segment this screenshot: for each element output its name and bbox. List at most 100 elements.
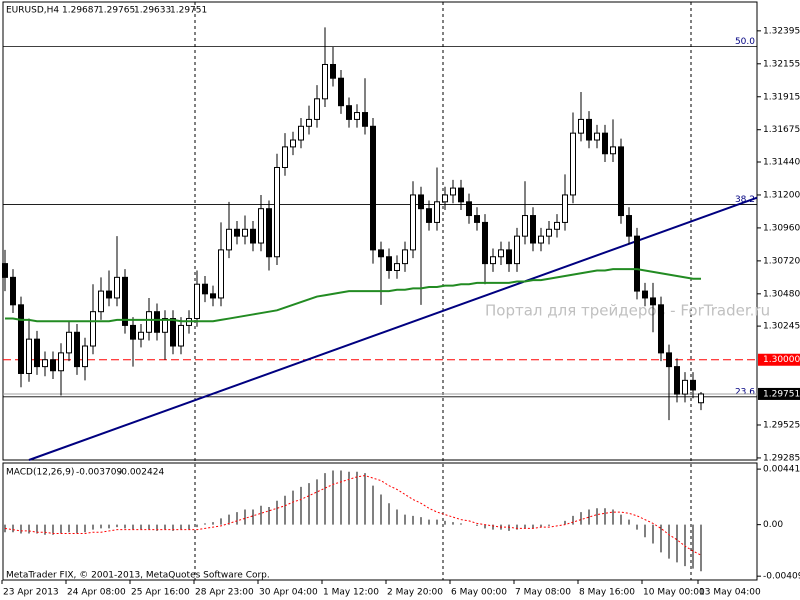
x-tick-label: 30 Apr 04:00 — [259, 588, 318, 598]
y-tick-label: 1.31200 — [763, 190, 800, 200]
candle-body — [26, 338, 32, 374]
candle-body — [642, 290, 648, 299]
y-tick-label: 1.31915 — [763, 92, 800, 102]
candle-body — [434, 201, 440, 223]
candle-body — [410, 194, 416, 251]
candle-body — [34, 338, 40, 368]
candle-body — [666, 352, 672, 368]
candle-body — [442, 194, 448, 203]
candle-body — [402, 249, 408, 265]
x-tick-label: 1 May 12:00 — [323, 588, 379, 598]
candle-body — [674, 366, 680, 395]
candle-body — [546, 228, 552, 237]
watermark: Портал для трейдеров - ForTrader.ru — [485, 302, 770, 320]
candle-body — [138, 331, 144, 340]
candle-body — [82, 345, 88, 368]
fibo-label: 23.6 — [735, 387, 755, 397]
candle-body — [690, 379, 696, 391]
candle-body — [170, 318, 176, 347]
candle-body — [266, 208, 272, 258]
candle-body — [202, 283, 208, 295]
x-tick-label: 13 May 04:00 — [699, 588, 761, 598]
footer: MetaTrader FIX, © 2001-2013, MetaQuotes … — [6, 571, 270, 581]
high: 1.29765 — [98, 6, 135, 16]
candle-body — [386, 256, 392, 271]
low: 1.29633 — [134, 6, 171, 16]
price-level-label: 1.30000 — [763, 355, 800, 365]
fibo-label: 50.0 — [735, 37, 755, 47]
candle-body — [378, 249, 384, 258]
candle-body — [50, 359, 56, 372]
symbol: EURUSD,H4 — [6, 6, 59, 16]
x-tick-label: 28 Apr 23:00 — [195, 588, 254, 598]
current-price-label: 1.29751 — [763, 389, 800, 399]
candle-body — [58, 352, 64, 372]
y-tick-label: 1.30960 — [763, 223, 800, 233]
price-level-box — [758, 353, 800, 366]
current-price-box — [758, 387, 800, 400]
candle-body — [194, 283, 200, 320]
candle-body — [394, 263, 400, 271]
macd-name: MACD(12,26,9) — [6, 468, 74, 478]
x-tick-label: 23 Apr 2013 — [3, 588, 59, 598]
macd-y-tick-label: 0.00 — [763, 520, 783, 530]
candle-body — [602, 132, 608, 155]
x-tick-label: 2 May 20:00 — [387, 588, 443, 598]
candle-body — [586, 118, 592, 141]
candle-body — [330, 63, 336, 79]
open: 1.29687 — [62, 6, 99, 16]
candle-body — [538, 235, 544, 244]
candle-body — [626, 215, 632, 237]
candle-body — [306, 118, 312, 127]
candle-body — [346, 105, 352, 120]
candle-body — [482, 221, 488, 265]
candle-body — [250, 228, 256, 244]
x-tick-label: 24 Apr 08:00 — [67, 588, 126, 598]
candle-body — [338, 77, 344, 107]
candle-body — [130, 324, 136, 340]
x-tick-label: 10 May 00:00 — [643, 588, 705, 598]
candle-body — [274, 166, 280, 258]
macd-value: -0.003709 — [76, 468, 122, 478]
y-tick-label: 1.29525 — [763, 420, 800, 430]
candle-body — [498, 249, 504, 258]
candle-body — [466, 201, 472, 217]
candle-body — [98, 290, 104, 313]
candle-body — [554, 221, 560, 230]
candle-body — [522, 215, 528, 237]
candle-body — [18, 304, 24, 374]
candle-body — [594, 132, 600, 141]
candle-body — [122, 276, 128, 326]
y-tick-label: 1.30245 — [763, 322, 800, 332]
candle-body — [618, 146, 624, 217]
candle-body — [370, 125, 376, 251]
moving-average — [5, 268, 701, 323]
candle-body — [114, 276, 120, 299]
candle-body — [226, 228, 232, 251]
candle-body — [610, 146, 616, 155]
candle-body — [426, 208, 432, 223]
candle-body — [450, 187, 456, 196]
y-tick-label: 1.31440 — [763, 157, 800, 167]
candle-body — [530, 215, 536, 244]
fibo-label: 38.2 — [735, 195, 755, 205]
y-tick-label: 1.29285 — [763, 453, 800, 463]
candle-body — [298, 125, 304, 141]
y-tick-label: 1.30480 — [763, 289, 800, 299]
candle-body — [242, 228, 248, 237]
main-panel — [2, 1, 758, 461]
candle-body — [234, 228, 240, 237]
candle-body — [90, 311, 96, 347]
x-tick-label: 25 Apr 16:00 — [131, 588, 190, 598]
candle-body — [514, 235, 520, 265]
candle-body — [74, 331, 80, 368]
candle-body — [506, 249, 512, 265]
candle-body — [218, 249, 224, 299]
x-tick-label: 7 May 08:00 — [515, 588, 571, 598]
candle-body — [474, 215, 480, 223]
y-tick-label: 1.31675 — [763, 125, 800, 135]
candle-body — [634, 235, 640, 292]
candle-body — [362, 112, 368, 127]
candle-body — [578, 118, 584, 134]
candle-body — [66, 331, 72, 354]
